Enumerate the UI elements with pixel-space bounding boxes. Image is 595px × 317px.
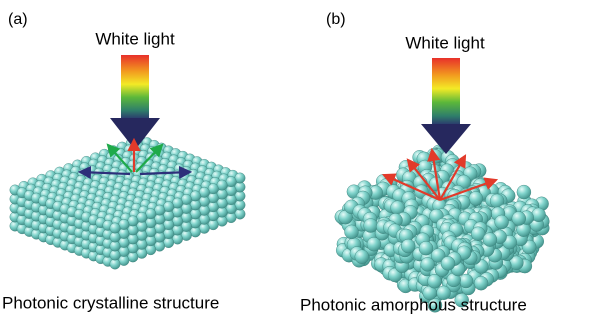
sphere (532, 208, 546, 222)
light-beam (432, 58, 460, 126)
light-label: White light (405, 33, 485, 52)
sphere (512, 212, 526, 226)
panel-label: (b) (326, 11, 346, 28)
sphere (441, 256, 455, 270)
sphere (495, 215, 509, 229)
sphere (110, 223, 120, 233)
caption: Photonic amorphous structure (300, 295, 527, 314)
sphere (474, 276, 488, 290)
arrow-head (421, 124, 471, 154)
light-beam (121, 55, 149, 120)
caption: Photonic crystalline structure (2, 293, 219, 312)
sphere (419, 241, 433, 255)
figure: (a) White light Photonic crystalline str… (0, 0, 595, 317)
amorphous-slab (335, 145, 550, 312)
sphere (355, 250, 369, 264)
sphere (469, 191, 483, 205)
sphere (517, 185, 531, 199)
crystalline-slab (10, 135, 245, 269)
sphere (364, 219, 378, 233)
panel-label: (a) (8, 11, 28, 28)
light-label: White light (95, 29, 175, 48)
sphere (483, 233, 497, 247)
sphere (459, 274, 473, 288)
sphere (401, 239, 415, 253)
sphere (345, 225, 359, 239)
